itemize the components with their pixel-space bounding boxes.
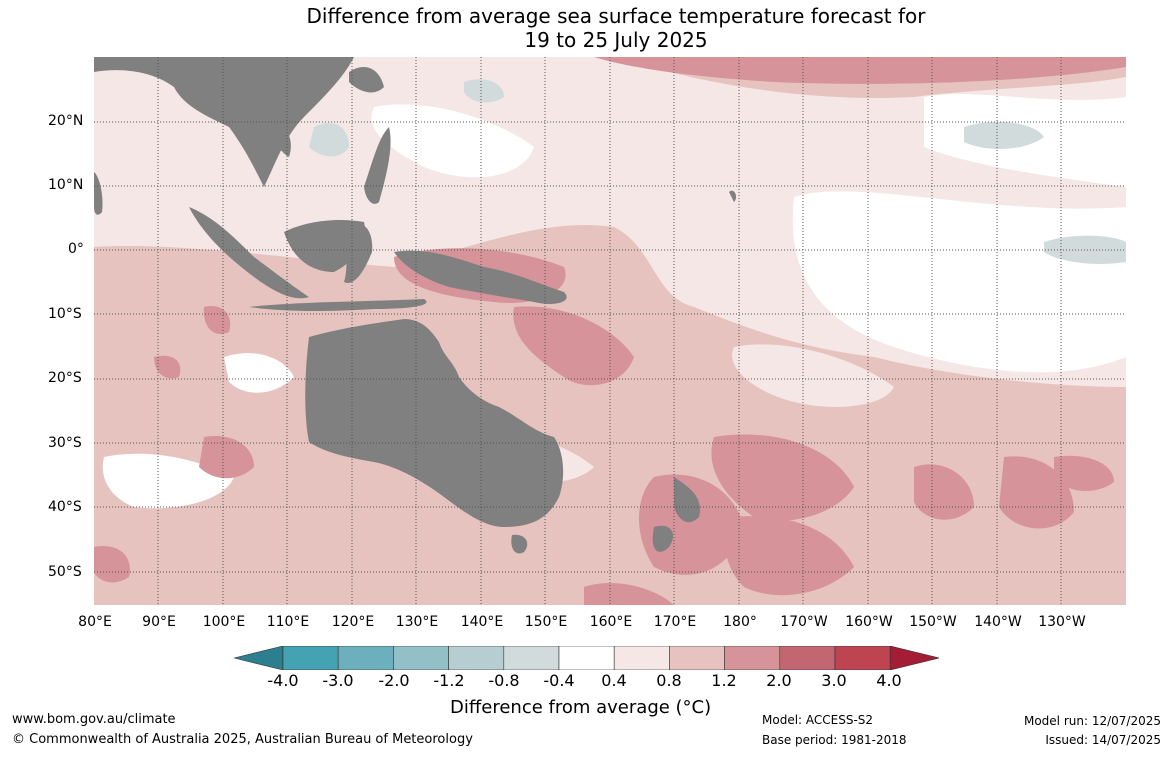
hot-zone bbox=[154, 355, 181, 379]
lat-label: 20°N bbox=[48, 113, 84, 129]
colorbar-segment bbox=[613, 646, 670, 670]
lat-label: 50°S bbox=[48, 564, 82, 580]
lat-label: 40°S bbox=[48, 499, 82, 515]
colorbar-segment bbox=[337, 646, 394, 670]
colorbar-tick: -2.0 bbox=[378, 671, 410, 690]
graticule bbox=[94, 57, 1126, 605]
lon-label: 110°E bbox=[266, 614, 310, 630]
copyright-text: © Commonwealth of Australia 2025, Austra… bbox=[12, 732, 473, 747]
lat-label: 10°S bbox=[48, 306, 82, 322]
colorbar-tick: -4.0 bbox=[267, 671, 299, 690]
lon-label: 170°E bbox=[653, 614, 697, 630]
lon-label: 120°E bbox=[331, 614, 375, 630]
colorbar-segment bbox=[834, 646, 891, 670]
lon-label: 80°E bbox=[78, 614, 112, 630]
lon-label: 100°E bbox=[202, 614, 246, 630]
colorbar-arrow-high bbox=[889, 646, 939, 670]
lon-label: 130°E bbox=[395, 614, 439, 630]
hot-zone bbox=[725, 516, 854, 596]
colorbar-tick: 3.0 bbox=[821, 671, 847, 690]
colorbar-arrow-low bbox=[234, 646, 284, 670]
lon-label: 170°W bbox=[780, 614, 828, 630]
colorbar bbox=[234, 646, 939, 670]
colorbar-segment bbox=[503, 646, 560, 670]
map-canvas bbox=[94, 57, 1126, 605]
colorbar-segment bbox=[282, 646, 339, 670]
title-line-1: Difference from average sea surface temp… bbox=[306, 4, 926, 28]
neutral-zone bbox=[792, 191, 1126, 373]
lon-label: 160°W bbox=[845, 614, 893, 630]
lat-label: 30°S bbox=[48, 435, 82, 451]
colorbar-segment bbox=[448, 646, 505, 670]
colorbar-tick: -1.2 bbox=[433, 671, 465, 690]
hot-zone bbox=[199, 436, 254, 479]
cool-zone bbox=[964, 121, 1044, 149]
hot-zone bbox=[203, 306, 231, 335]
lat-label: 0° bbox=[68, 241, 84, 257]
hot-zone bbox=[1054, 455, 1114, 492]
lon-label: 90°E bbox=[142, 614, 176, 630]
colorbar-tick: -0.4 bbox=[543, 671, 575, 690]
lat-label: 10°N bbox=[48, 177, 84, 193]
model-name: Model: ACCESS-S2 bbox=[762, 713, 874, 727]
colorbar-tick: 4.0 bbox=[876, 671, 902, 690]
hot-zone bbox=[94, 546, 130, 583]
lon-label: 130°W bbox=[1038, 614, 1086, 630]
colorbar-segment bbox=[669, 646, 725, 670]
colorbar-segment bbox=[393, 646, 449, 670]
lon-label: 140°E bbox=[460, 614, 504, 630]
hot-zone bbox=[594, 57, 1126, 84]
neutral-zone bbox=[371, 104, 534, 178]
colorbar-segment bbox=[779, 646, 836, 670]
lon-label: 150°W bbox=[909, 614, 957, 630]
hot-zone bbox=[914, 464, 974, 520]
title-line-2: 19 to 25 July 2025 bbox=[524, 28, 708, 52]
hot-zone bbox=[711, 434, 854, 521]
cool-zone bbox=[309, 123, 349, 157]
colorbar-tick: -3.0 bbox=[322, 671, 354, 690]
colorbar-segment bbox=[558, 646, 615, 670]
lon-label: 160°E bbox=[589, 614, 633, 630]
colorbar-tick: 0.4 bbox=[601, 671, 627, 690]
colorbar-tick: 1.2 bbox=[711, 671, 737, 690]
base-period: Base period: 1981-2018 bbox=[762, 733, 907, 747]
lat-label: 20°S bbox=[48, 370, 82, 386]
hot-zone bbox=[513, 306, 634, 386]
lon-label: 140°W bbox=[974, 614, 1022, 630]
neutral-zone bbox=[224, 353, 294, 393]
colorbar-segments bbox=[234, 646, 939, 670]
colorbar-tick: 2.0 bbox=[766, 671, 792, 690]
neutral-zone bbox=[732, 344, 894, 407]
colorbar-tick: 0.8 bbox=[656, 671, 682, 690]
lon-label: 180° bbox=[723, 614, 757, 630]
issued-date: Issued: 14/07/2025 bbox=[1045, 733, 1161, 747]
colorbar-segment bbox=[724, 646, 781, 670]
colorbar-title: Difference from average (°C) bbox=[450, 697, 712, 718]
hot-zone bbox=[584, 583, 674, 605]
sst-anomaly-map bbox=[94, 57, 1126, 605]
landmass bbox=[94, 57, 737, 554]
model-run-date: Model run: 12/07/2025 bbox=[1023, 714, 1161, 728]
map-title: Difference from average sea surface temp… bbox=[0, 4, 1173, 52]
lon-label: 150°E bbox=[524, 614, 568, 630]
colorbar-tick: -0.8 bbox=[488, 671, 520, 690]
cool-zone bbox=[464, 79, 504, 103]
website-link[interactable]: www.bom.gov.au/climate bbox=[12, 712, 176, 727]
